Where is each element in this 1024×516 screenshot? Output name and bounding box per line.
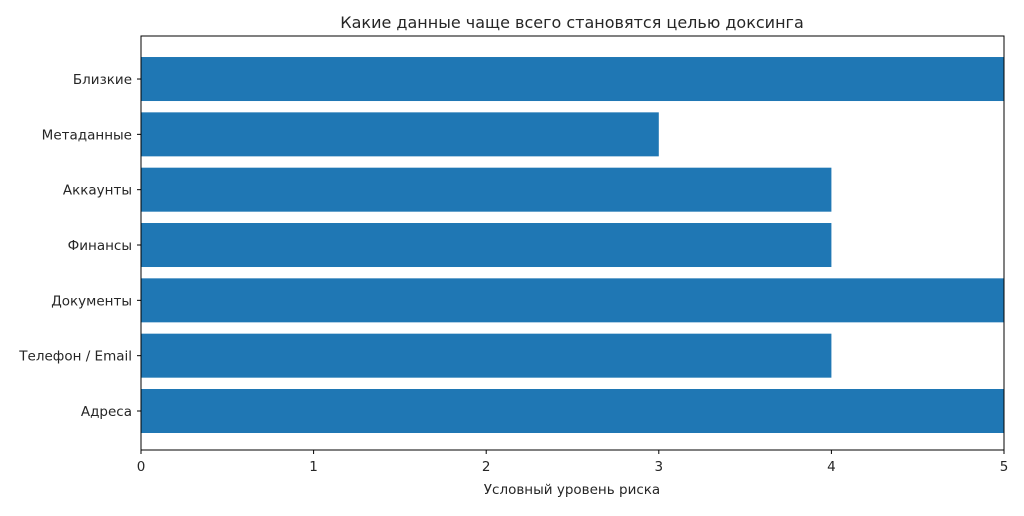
y-tick-label-6: Метаданные <box>42 127 132 143</box>
bar-7 <box>141 57 1004 102</box>
x-axis: 0 1 2 3 4 5 <box>137 450 1009 475</box>
x-tick-label-5: 5 <box>1000 459 1009 475</box>
bar-2 <box>141 333 832 378</box>
bars-group <box>141 57 1004 433</box>
y-tick-label-1: Адреса <box>81 404 132 420</box>
bar-4 <box>141 223 832 268</box>
y-tick-label-4: Финансы <box>68 238 132 254</box>
y-tick-label-7: Близкие <box>73 72 132 88</box>
bar-6 <box>141 112 659 157</box>
x-tick-label-1: 1 <box>309 459 318 475</box>
y-axis: Адреса Телефон / Email Документы Финансы Акк… <box>18 72 141 420</box>
bar-5 <box>141 167 832 212</box>
bar-1 <box>141 389 1004 433</box>
x-tick-label-4: 4 <box>827 459 836 475</box>
x-tick-label-2: 2 <box>482 459 491 475</box>
x-tick-label-3: 3 <box>655 459 664 475</box>
y-tick-label-3: Документы <box>51 293 132 309</box>
chart-title: Какие данные чаще всего становятся целью… <box>340 13 804 32</box>
y-tick-label-5: Аккаунты <box>63 183 132 199</box>
plot-frame <box>140 35 1005 451</box>
bar-3 <box>141 278 1004 323</box>
x-tick-label-0: 0 <box>137 459 146 475</box>
y-tick-label-2: Телефон / Email <box>18 349 132 365</box>
x-axis-label: Условный уровень риска <box>484 482 660 498</box>
